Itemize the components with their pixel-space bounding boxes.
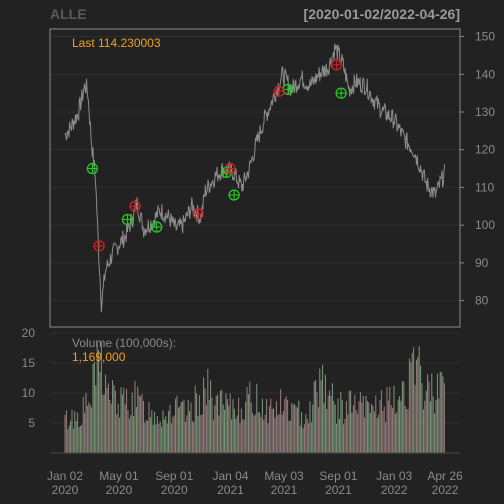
buy-signal-marker — [86, 162, 99, 175]
sell-signal-marker — [192, 208, 204, 220]
x-tick-year-label: 2020 — [161, 483, 188, 497]
x-tick-label: Apr 26 — [427, 469, 463, 483]
x-tick-year-label: 2021 — [271, 483, 298, 497]
price-tick-label: 120 — [475, 143, 495, 157]
x-tick-label: Jan 04 — [212, 469, 248, 483]
sell-signal-marker — [129, 200, 141, 212]
price-line — [64, 43, 446, 313]
x-tick-label: Jan 03 — [376, 469, 412, 483]
price-tick-label: 80 — [475, 294, 489, 308]
volume-tick-label: 15 — [22, 356, 36, 370]
buy-signal-marker — [282, 83, 294, 96]
volume-title: Volume (100,000s): — [72, 336, 176, 350]
x-tick-label: May 01 — [99, 469, 139, 483]
x-tick-year-label: 2020 — [106, 483, 133, 497]
price-tick-label: 150 — [475, 30, 495, 44]
x-tick-label: May 03 — [264, 469, 304, 483]
sell-signal-marker — [224, 162, 236, 175]
volume-bars — [64, 342, 445, 453]
x-tick-label: Sep 01 — [155, 469, 193, 483]
x-tick-year-label: 2020 — [52, 483, 79, 497]
buy-signal-marker — [121, 213, 134, 226]
x-tick-label: Jan 02 — [47, 469, 83, 483]
sell-signal-marker — [273, 85, 285, 97]
signal-markers — [86, 59, 347, 252]
price-tick-label: 130 — [475, 105, 495, 119]
x-tick-year-label: 2021 — [325, 483, 352, 497]
date-range-label: [2020-01-02/2022-04-26] — [304, 6, 460, 22]
last-price-label: Last 114.230003 — [72, 36, 161, 50]
volume-axis-ticks: 5 10 15 20 — [22, 326, 36, 430]
volume-last-value: 1,169,000 — [72, 350, 126, 364]
x-tick-year-label: 2022 — [432, 483, 459, 497]
x-tick-year-label: 2021 — [217, 483, 244, 497]
price-panel-frame — [49, 28, 461, 328]
price-tick-label: 100 — [475, 218, 495, 232]
buy-signal-marker — [151, 221, 163, 233]
price-tick-label: 140 — [475, 67, 495, 81]
price-tick-label: 90 — [475, 256, 489, 270]
price-axis-ticks: 80 90 100 110 120 130 140 150 — [460, 30, 495, 308]
chart-title: ALLE — [50, 6, 87, 22]
buy-signal-marker — [228, 189, 240, 201]
price-tick-label: 110 — [475, 180, 494, 194]
buy-signal-marker — [335, 87, 347, 99]
x-tick-year-label: 2022 — [381, 483, 408, 497]
volume-tick-label: 20 — [22, 326, 36, 340]
sell-signal-marker — [93, 240, 105, 252]
sell-signal-marker — [330, 59, 343, 71]
volume-tick-label: 10 — [22, 386, 36, 400]
volume-tick-label: 5 — [28, 416, 35, 430]
x-tick-label: Sep 01 — [319, 469, 357, 483]
